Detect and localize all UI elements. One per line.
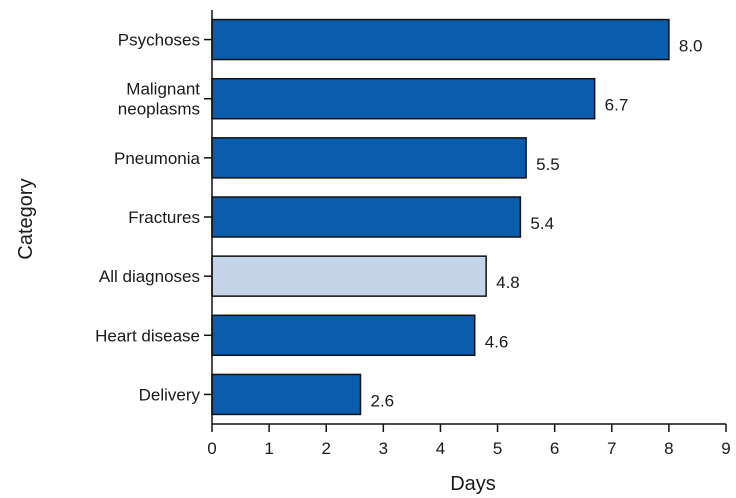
category-label: Malignant neoplasms xyxy=(118,80,200,119)
x-tick-label: 5 xyxy=(493,439,502,458)
x-tick-label: 2 xyxy=(321,439,330,458)
x-tick-label: 7 xyxy=(607,439,616,458)
x-tick-label: 0 xyxy=(207,439,216,458)
category-label: Pneumonia xyxy=(114,149,201,168)
category-label-line: neoplasms xyxy=(118,100,200,119)
category-label: All diagnoses xyxy=(99,267,200,286)
x-tick-label: 3 xyxy=(379,439,388,458)
category-label: Heart disease xyxy=(95,326,200,345)
x-tick-label: 4 xyxy=(436,439,445,458)
y-axis-title: Category xyxy=(15,178,37,259)
x-tick-label: 1 xyxy=(264,439,273,458)
category-label: Fractures xyxy=(128,208,200,227)
bar-all-diagnoses xyxy=(211,255,487,297)
value-label: 8.0 xyxy=(679,37,703,56)
bar-heart-disease xyxy=(211,314,476,357)
category-label-line: Psychoses xyxy=(118,31,200,50)
value-label: 5.4 xyxy=(530,214,554,233)
x-tick-label: 9 xyxy=(721,439,730,458)
value-label: 6.7 xyxy=(605,96,629,115)
labels-layer: Psychoses 8.0 Malignant neoplasms 6.7 Pneumon… xyxy=(95,31,702,411)
category-label-line: Heart disease xyxy=(95,326,200,345)
category-label-line: All diagnoses xyxy=(99,267,200,286)
bars-layer xyxy=(211,18,670,416)
x-axis-title: Days xyxy=(450,473,496,495)
bar-malignant-neoplasms xyxy=(211,77,596,120)
category-label-line: Fractures xyxy=(128,208,200,227)
category-label-line: Malignant xyxy=(126,80,200,99)
category-label-line: Delivery xyxy=(139,385,201,404)
value-label: 4.8 xyxy=(496,273,520,292)
x-tick-label: 6 xyxy=(550,439,559,458)
category-label: Psychoses xyxy=(118,31,200,50)
ticks-layer: 0 1 2 3 4 5 6 7 8 9 xyxy=(204,38,731,458)
category-label-line: Pneumonia xyxy=(114,149,201,168)
bar-pneumonia xyxy=(211,137,527,179)
value-label: 5.5 xyxy=(536,155,560,174)
value-label: 2.6 xyxy=(370,391,394,410)
category-label: Delivery xyxy=(139,385,201,404)
value-label: 4.6 xyxy=(485,332,509,351)
bar-fractures xyxy=(211,196,522,238)
bar-psychoses xyxy=(211,18,670,61)
x-tick-label: 8 xyxy=(664,439,673,458)
bar-delivery xyxy=(211,373,362,416)
